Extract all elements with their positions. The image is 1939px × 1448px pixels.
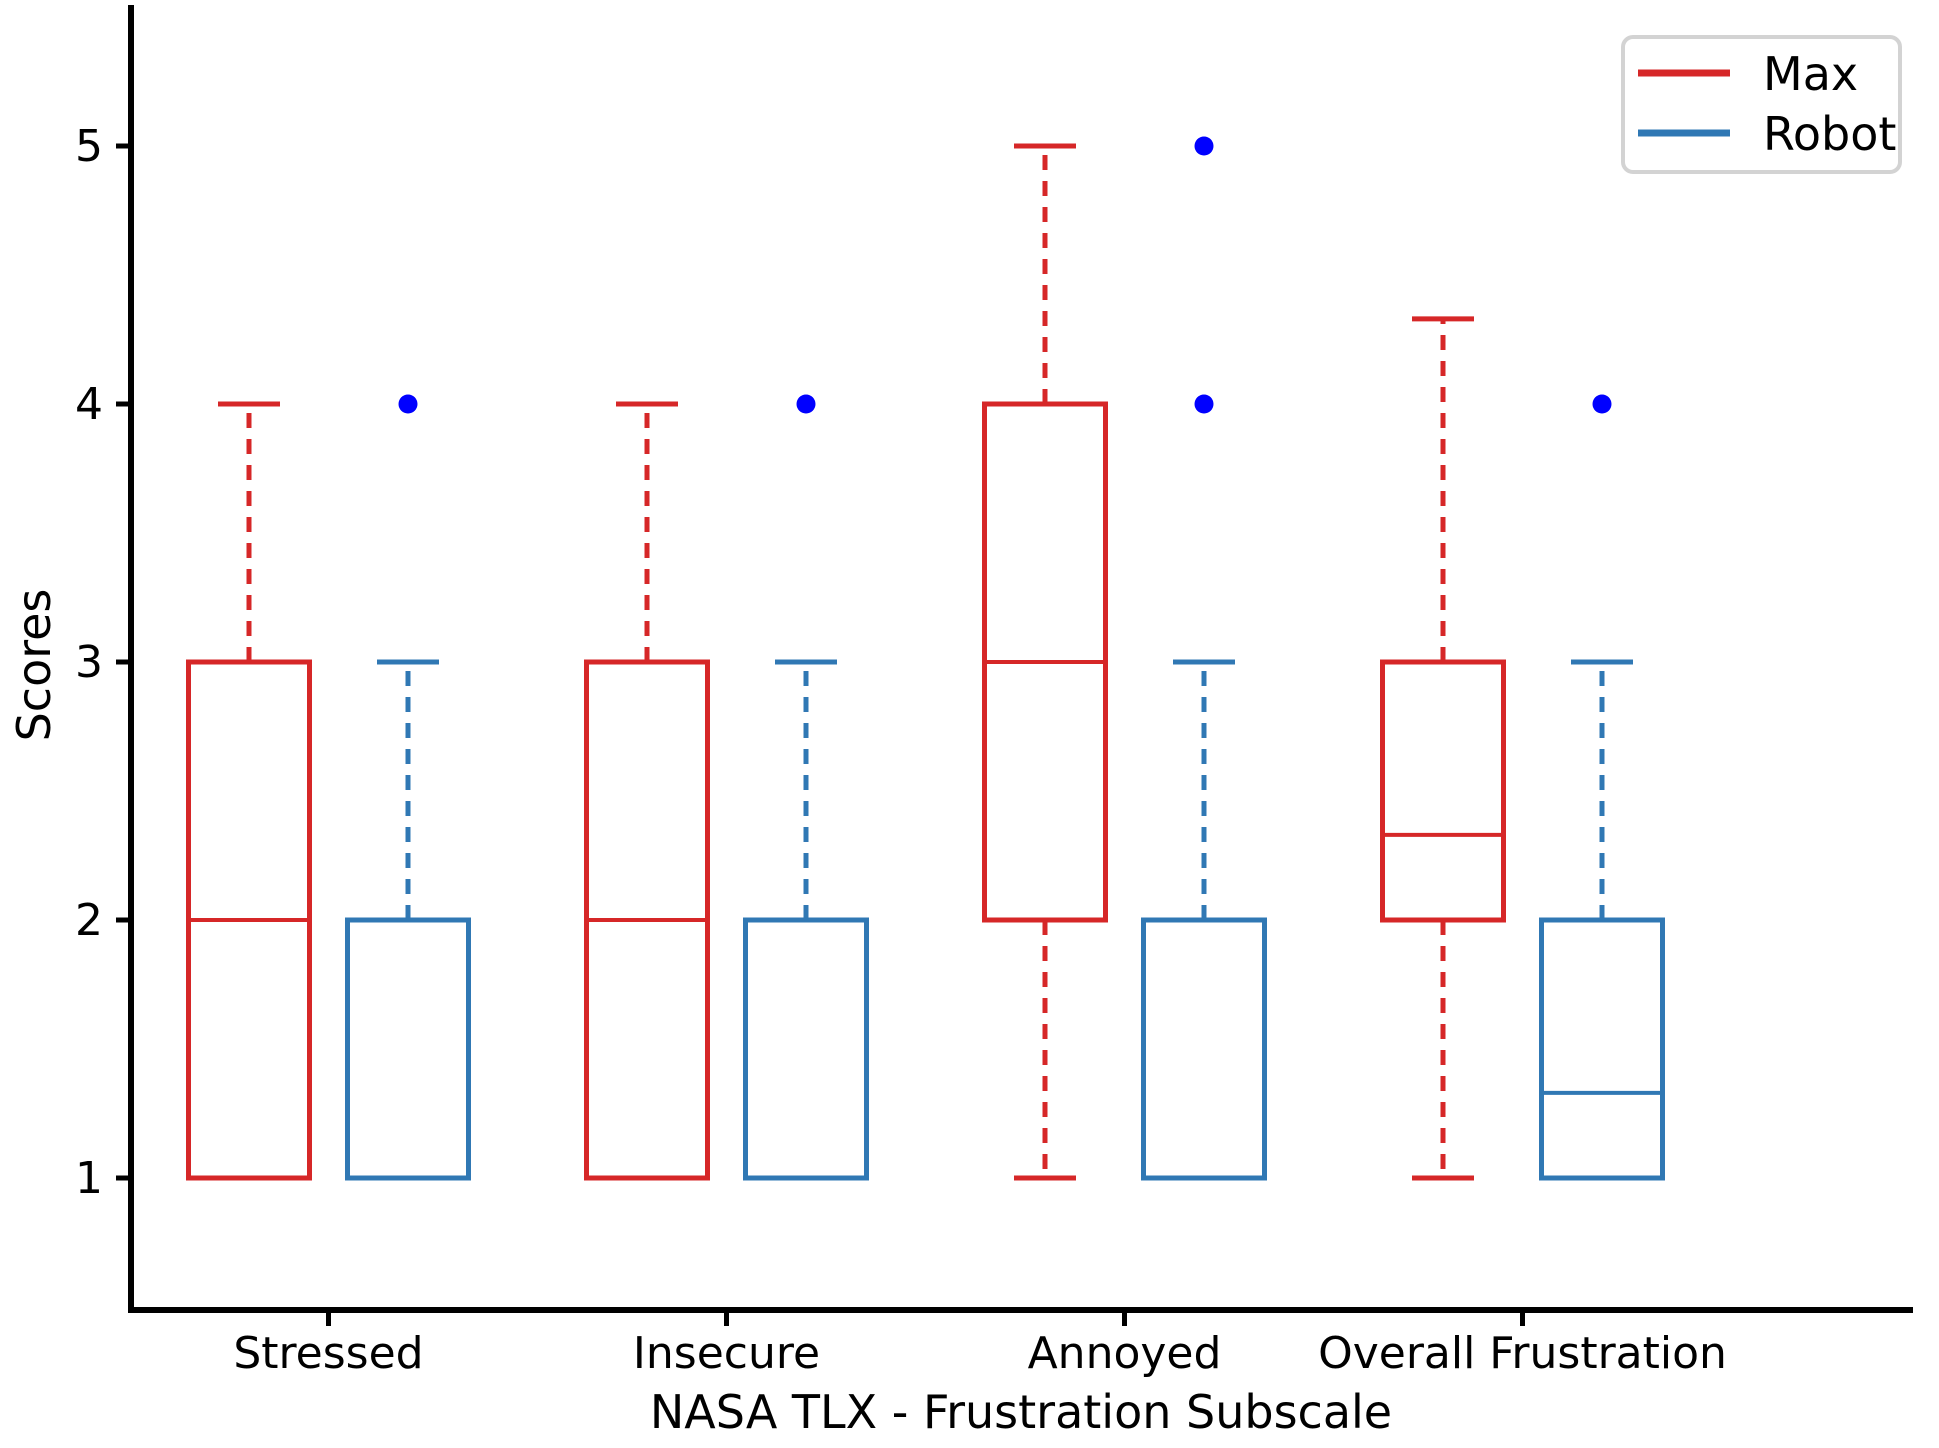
- outlier-robot-annoyed-4: [1194, 394, 1214, 414]
- y-tick-label-3: 3: [75, 637, 103, 688]
- plot-area: 1 2 3 4 5 Stressed Insecure Annoyed Overall Frus…: [75, 121, 1727, 1379]
- box-robot-overall-frustration: [1539, 917, 1665, 1181]
- legend-label-max: Max: [1763, 47, 1858, 101]
- outlier-robot-overall-frustration-4: [1592, 394, 1612, 414]
- x-tick-label-stressed: Stressed: [233, 1328, 423, 1379]
- outlier-robot-annoyed-5: [1194, 136, 1214, 156]
- y-tick-label-1: 1: [75, 1153, 103, 1204]
- legend-label-robot: Robot: [1763, 107, 1896, 161]
- x-tick-label-overall-frustration: Overall Frustration: [1318, 1328, 1727, 1379]
- x-axis-label: NASA TLX - Frustration Subscale: [650, 1385, 1392, 1439]
- box-max-overall-frustration: [1380, 659, 1506, 923]
- y-tick-label-4: 4: [75, 379, 103, 430]
- outlier-robot-stressed-4: [398, 394, 418, 414]
- x-tick-label-annoyed: Annoyed: [1028, 1328, 1222, 1379]
- box-robot-stressed: [345, 917, 471, 1181]
- y-axis-label: Scores: [7, 589, 61, 742]
- box-robot-insecure: [743, 917, 869, 1181]
- x-tick-label-insecure: Insecure: [633, 1328, 820, 1379]
- box-robot-annoyed: [1141, 917, 1267, 1181]
- y-tick-label-5: 5: [75, 121, 103, 172]
- outlier-robot-insecure-4: [796, 394, 816, 414]
- y-tick-label-2: 2: [75, 895, 103, 946]
- legend: Max Robot: [1621, 35, 1902, 174]
